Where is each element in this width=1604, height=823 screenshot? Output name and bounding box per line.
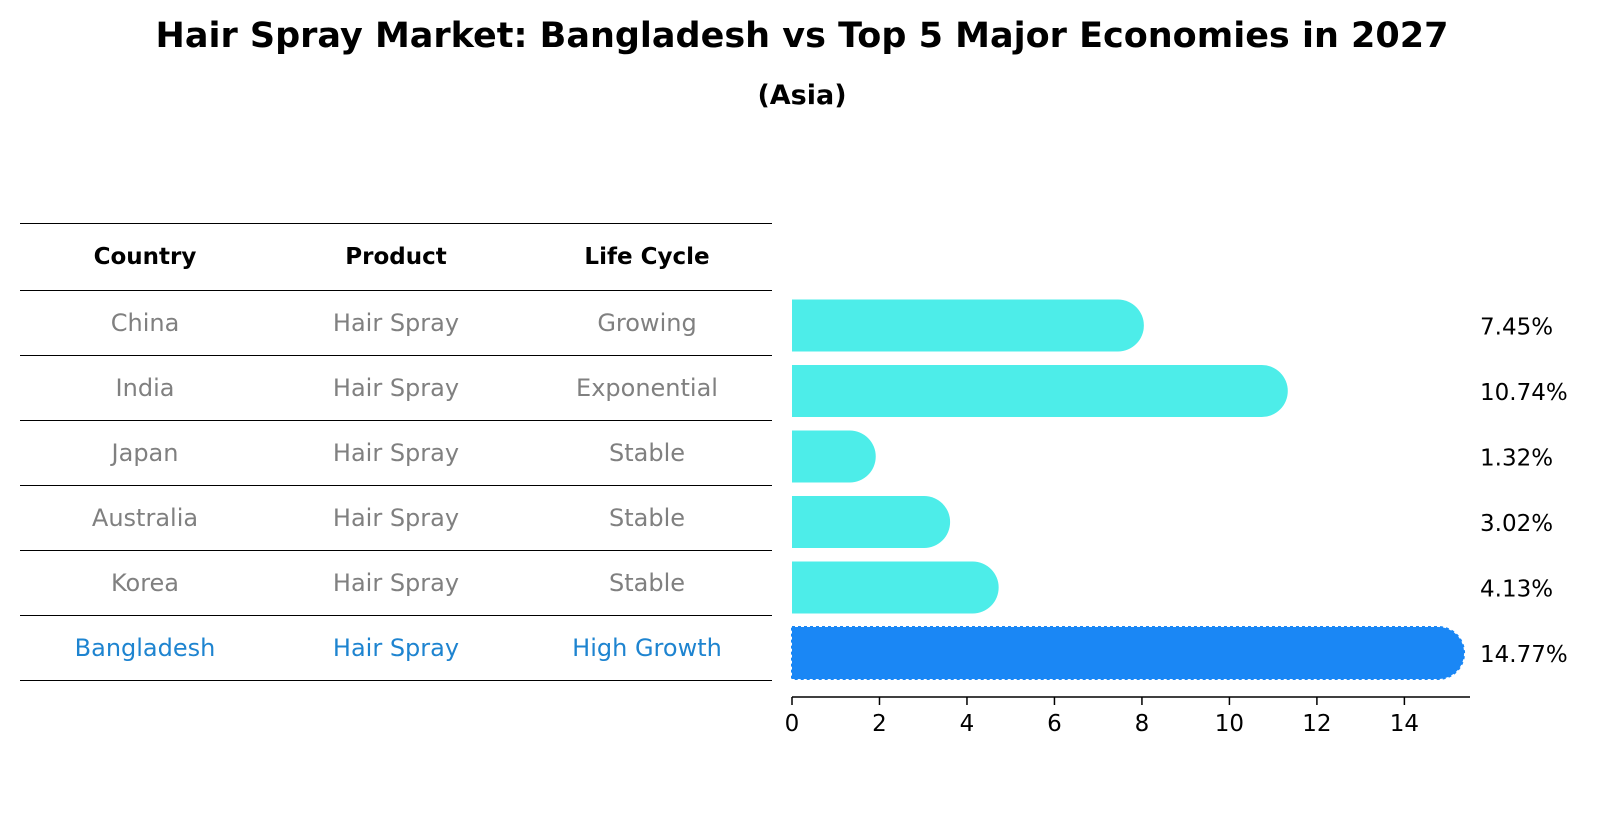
chart-subtitle: (Asia) xyxy=(757,80,847,111)
cell-life-cycle: Stable xyxy=(608,504,686,532)
cell-country: Japan xyxy=(111,439,179,467)
bar-australia xyxy=(792,496,951,548)
x-tick-label: 10 xyxy=(1215,711,1244,737)
table-row: China Hair Spray Growing xyxy=(20,291,772,356)
table-row: Australia Hair Spray Stable xyxy=(20,486,772,551)
header-product: Product xyxy=(345,244,447,270)
x-tick-label: 2 xyxy=(872,711,887,737)
bar-india xyxy=(792,365,1288,417)
cell-country: Australia xyxy=(91,504,199,532)
cell-product: Hair Spray xyxy=(332,439,460,467)
value-label-australia: 3.02% xyxy=(1480,511,1553,537)
value-label-japan: 1.32% xyxy=(1480,446,1553,472)
cell-product: Hair Spray xyxy=(332,634,460,662)
x-tick-label: 4 xyxy=(960,711,975,737)
x-tick-label: 14 xyxy=(1390,711,1419,737)
cell-life-cycle: High Growth xyxy=(572,634,722,662)
x-tick-label: 0 xyxy=(785,711,800,737)
x-tick-label: 12 xyxy=(1302,711,1331,737)
cell-product: Hair Spray xyxy=(332,309,460,337)
x-tick-label: 8 xyxy=(1135,711,1150,737)
bar-china xyxy=(792,299,1144,352)
cell-product: Hair Spray xyxy=(332,504,460,532)
cell-country: China xyxy=(110,309,180,337)
value-label-bangladesh: 14.77% xyxy=(1480,642,1568,668)
header-life-cycle: Life Cycle xyxy=(584,244,710,270)
bar-korea xyxy=(792,561,999,614)
x-tick-label: 6 xyxy=(1047,711,1062,737)
table-row: Korea Hair Spray Stable xyxy=(20,551,772,616)
bar-bangladesh xyxy=(791,626,1466,680)
table-row-highlighted: Bangladesh Hair Spray High Growth xyxy=(20,616,772,681)
cell-product: Hair Spray xyxy=(332,569,460,597)
cell-life-cycle: Stable xyxy=(608,439,686,467)
cell-product: Hair Spray xyxy=(332,374,460,402)
value-label-india: 10.74% xyxy=(1480,380,1568,406)
cell-life-cycle: Growing xyxy=(597,309,697,337)
cell-life-cycle: Exponential xyxy=(576,374,718,402)
table-row: Japan Hair Spray Stable xyxy=(20,421,772,486)
cell-country: Korea xyxy=(110,569,180,597)
value-label-korea: 4.13% xyxy=(1480,577,1553,603)
table-row: India Hair Spray Exponential xyxy=(20,356,772,421)
table-header-row: Country Product Life Cycle xyxy=(20,224,772,291)
cell-life-cycle: Stable xyxy=(608,569,686,597)
market-table: Country Product Life Cycle China Hair Sp… xyxy=(20,223,772,681)
bar-japan xyxy=(792,430,876,483)
cell-country: India xyxy=(115,374,175,402)
header-country: Country xyxy=(93,244,197,270)
cell-country: Bangladesh xyxy=(74,634,216,662)
chart-title: Hair Spray Market: Bangladesh vs Top 5 M… xyxy=(155,16,1449,56)
value-label-china: 7.45% xyxy=(1480,315,1553,341)
